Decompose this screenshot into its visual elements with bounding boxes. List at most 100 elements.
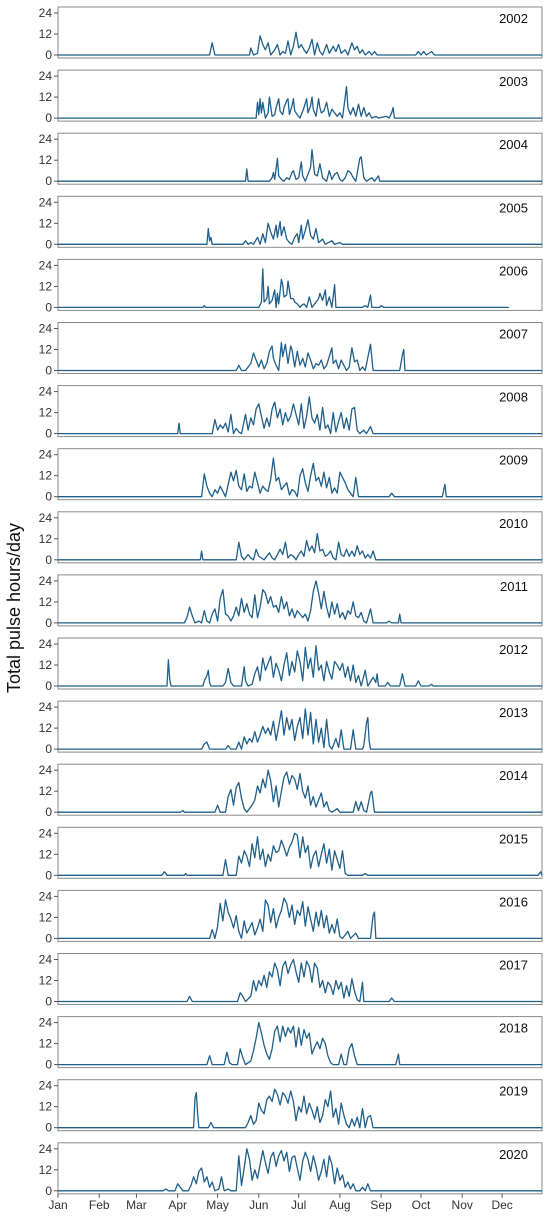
x-tick-label-sep: Sep xyxy=(370,1198,392,1212)
y-tick-label: 0 xyxy=(45,48,52,62)
y-tick-label: 0 xyxy=(45,742,52,756)
y-tick-label: 0 xyxy=(45,995,52,1009)
y-tick-label: 0 xyxy=(45,868,52,882)
y-tick-label: 12 xyxy=(39,721,53,735)
y-tick-label: 12 xyxy=(39,847,53,861)
series-line-2020 xyxy=(58,1148,542,1192)
y-tick-label: 0 xyxy=(45,679,52,693)
panel-year-label: 2013 xyxy=(499,705,528,720)
series-line-2016 xyxy=(58,897,542,940)
panel-2007: 0 12 24 2007 xyxy=(39,322,543,378)
panel-frame xyxy=(57,700,543,753)
y-tick-label: 24 xyxy=(39,1016,53,1030)
x-tick-label-feb: Feb xyxy=(89,1198,110,1212)
y-tick-label: 24 xyxy=(39,700,53,714)
panel-year-label: 2009 xyxy=(499,453,528,468)
panel-2017: 0 12 24 2017 xyxy=(39,953,543,1009)
x-tick-label-nov: Nov xyxy=(452,1198,473,1212)
y-tick-label: 24 xyxy=(39,889,53,903)
y-tick-label: 0 xyxy=(45,931,52,945)
x-tick-label-jan: Jan xyxy=(48,1198,67,1212)
series-line-2014 xyxy=(58,769,542,813)
series-line-2006 xyxy=(58,268,509,309)
y-tick-label: 0 xyxy=(45,490,52,504)
series-line-2012 xyxy=(58,645,542,687)
panel-2002: 0 12 24 2002 xyxy=(39,6,543,62)
y-tick-label: 12 xyxy=(39,27,53,41)
y-tick-label: 24 xyxy=(39,953,53,967)
panel-year-label: 2003 xyxy=(499,74,528,89)
series-line-2002 xyxy=(58,31,542,56)
y-tick-label: 24 xyxy=(39,385,53,399)
series-line-2010 xyxy=(58,532,542,561)
panel-2015: 0 12 24 2015 xyxy=(39,826,543,882)
panel-frame xyxy=(57,953,543,1005)
y-tick-label: 0 xyxy=(45,1058,52,1072)
panel-year-label: 2011 xyxy=(500,579,528,594)
panel-2013: 0 12 24 2013 xyxy=(39,700,543,756)
y-tick-label: 0 xyxy=(45,805,52,819)
series-line-2004 xyxy=(58,149,542,182)
y-tick-label: 24 xyxy=(39,574,53,588)
y-tick-label: 12 xyxy=(39,595,53,609)
y-tick-label: 12 xyxy=(39,658,53,672)
panel-year-label: 2008 xyxy=(499,390,528,405)
y-tick-label: 12 xyxy=(39,153,53,167)
panel-year-label: 2007 xyxy=(499,327,528,342)
panel-year-label: 2010 xyxy=(499,516,528,531)
y-tick-label: 24 xyxy=(39,448,53,462)
y-tick-label: 12 xyxy=(39,406,53,420)
panel-frame xyxy=(57,1142,543,1195)
x-tick-label-dec: Dec xyxy=(491,1198,512,1212)
y-tick-label: 0 xyxy=(45,364,52,378)
panel-2019: 0 12 24 2019 xyxy=(39,1079,543,1135)
x-axis: Jan Feb Mar Apr May Jun Jul Aug Sep Oct Nov Dec xyxy=(48,1193,513,1212)
x-tick-label-aug: Aug xyxy=(329,1198,350,1212)
y-tick-label: 12 xyxy=(39,343,53,357)
panel-2012: 0 12 24 2012 xyxy=(39,637,543,693)
y-tick-label: 12 xyxy=(39,1037,53,1051)
series-line-2003 xyxy=(58,85,542,119)
y-tick-label: 12 xyxy=(39,216,53,230)
y-tick-label: 12 xyxy=(39,910,53,924)
y-tick-label: 24 xyxy=(39,1079,53,1093)
panel-2016: 0 12 24 2016 xyxy=(39,889,543,945)
panel-frame xyxy=(57,1016,543,1069)
y-tick-label: 24 xyxy=(39,322,53,336)
x-tick-label-jun: Jun xyxy=(249,1198,268,1212)
y-tick-label: 0 xyxy=(45,1121,52,1135)
y-tick-label: 24 xyxy=(39,511,53,525)
y-tick-label: 24 xyxy=(39,132,53,146)
y-tick-label: 24 xyxy=(39,763,53,777)
panel-frame xyxy=(57,258,543,311)
panel-2004: 0 12 24 2004 xyxy=(39,132,543,188)
x-tick-label-may: May xyxy=(206,1198,229,1212)
panel-year-label: 2020 xyxy=(499,1147,528,1162)
y-tick-label: 12 xyxy=(39,469,53,483)
y-tick-label: 0 xyxy=(45,616,52,630)
panel-year-label: 2002 xyxy=(499,11,528,26)
y-tick-label: 12 xyxy=(39,532,53,546)
series-line-2009 xyxy=(58,457,542,498)
y-tick-label: 24 xyxy=(39,6,53,20)
y-tick-label: 24 xyxy=(39,258,53,272)
y-tick-label: 24 xyxy=(39,637,53,651)
panel-year-label: 2019 xyxy=(499,1084,528,1099)
series-line-2018 xyxy=(58,1021,542,1066)
y-tick-label: 12 xyxy=(39,784,53,798)
series-line-2015 xyxy=(58,832,543,876)
y-tick-label: 0 xyxy=(45,300,52,314)
panel-2010: 0 12 24 2010 xyxy=(39,511,543,567)
y-tick-label: 0 xyxy=(45,1184,52,1198)
panel-2003: 0 12 24 2003 xyxy=(39,69,543,125)
y-tick-label: 12 xyxy=(39,974,53,988)
panel-frame xyxy=(57,1079,543,1132)
y-tick-label: 24 xyxy=(39,69,53,83)
panel-frame xyxy=(57,69,543,122)
panel-2006: 0 12 24 2006 xyxy=(39,258,543,314)
y-tick-label: 12 xyxy=(39,1100,53,1114)
panel-year-label: 2004 xyxy=(499,137,528,152)
series-line-2013 xyxy=(58,708,542,750)
panel-year-label: 2014 xyxy=(499,768,528,783)
